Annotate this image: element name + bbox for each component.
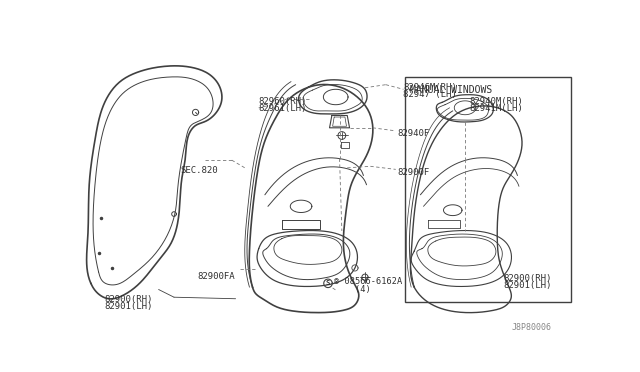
Text: 82900(RH): 82900(RH) (504, 274, 552, 283)
Text: SEC.820: SEC.820 (180, 166, 218, 175)
Text: 82960(RH): 82960(RH) (259, 97, 307, 106)
Text: 82940M(RH): 82940M(RH) (470, 97, 524, 106)
Text: (4): (4) (334, 285, 371, 294)
Text: 82941M(LH): 82941M(LH) (470, 104, 524, 113)
Bar (405, 77, 570, 302)
Text: J8P80006: J8P80006 (511, 323, 551, 332)
Text: 82900F: 82900F (397, 168, 429, 177)
Text: 82946M(RH): 82946M(RH) (403, 83, 457, 92)
Text: 82947 (LH): 82947 (LH) (403, 90, 457, 99)
Text: 82901(LH): 82901(LH) (504, 281, 552, 290)
Text: 82900(RH): 82900(RH) (105, 295, 153, 304)
Text: ® 08566-6162A: ® 08566-6162A (334, 277, 403, 286)
Text: 82961(LH): 82961(LH) (259, 104, 307, 113)
Text: 82901(LH): 82901(LH) (105, 302, 153, 311)
Text: 82900FA: 82900FA (197, 272, 235, 281)
Text: S: S (326, 280, 330, 286)
Text: 82940F: 82940F (397, 129, 429, 138)
Text: MANUAL WINDOWS: MANUAL WINDOWS (410, 85, 493, 95)
